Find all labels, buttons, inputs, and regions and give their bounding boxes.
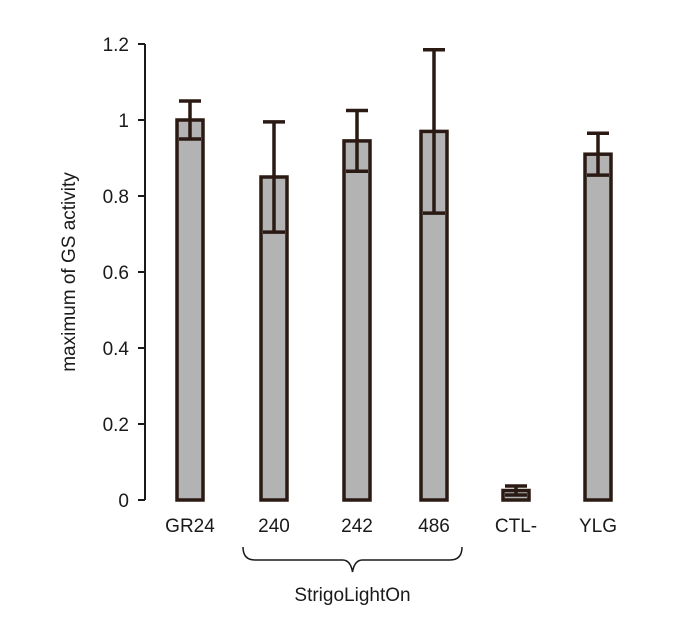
bracket-line xyxy=(242,546,463,573)
x-tick-label: CTL- xyxy=(495,516,537,537)
group-label: StrigoLightOn xyxy=(294,585,410,606)
bar xyxy=(342,139,372,502)
y-tick-label: 0.4 xyxy=(103,339,130,360)
y-tick-label: 0 xyxy=(118,491,129,512)
y-axis: 0 0.2 0.4 0.6 0.8 1 1.2 xyxy=(103,35,146,512)
group-bracket: StrigoLightOn xyxy=(242,546,463,606)
y-tick-label: 0.8 xyxy=(103,187,129,208)
y-tick-label: 1 xyxy=(118,111,129,132)
y-tick-label: 0.6 xyxy=(103,263,129,284)
x-tick-label: 242 xyxy=(341,516,373,537)
x-axis-labels: GR24 240 242 486 CTL- YLG xyxy=(165,516,617,537)
x-tick-label: 486 xyxy=(418,516,450,537)
x-tick-label: 240 xyxy=(258,516,290,537)
bar xyxy=(583,152,613,502)
x-tick-label: YLG xyxy=(579,516,617,537)
y-tick-label: 1.2 xyxy=(103,35,129,56)
x-tick-label: GR24 xyxy=(165,516,215,537)
y-axis-label: maximum of GS activity xyxy=(59,172,80,372)
y-tick-label: 0.2 xyxy=(103,415,129,436)
bars xyxy=(175,47,613,502)
bar xyxy=(175,118,205,502)
